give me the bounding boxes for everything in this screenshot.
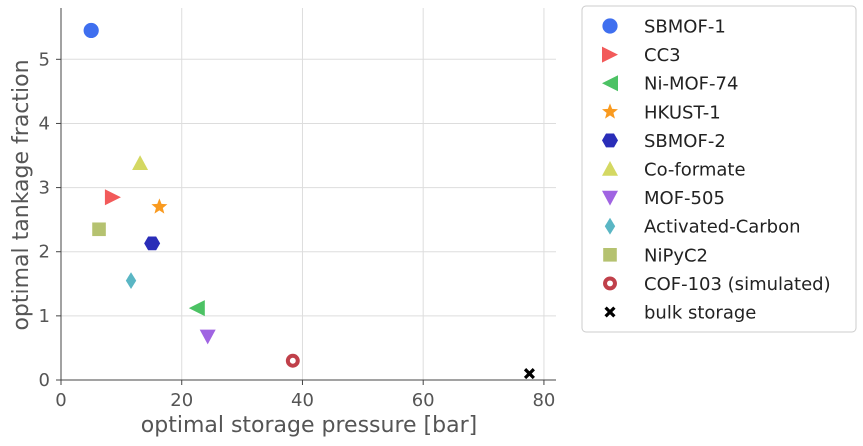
data-point-7	[125, 272, 137, 289]
y-tick-label: 3	[39, 178, 50, 199]
legend-label: MOF-505	[644, 188, 725, 209]
x-tick-label: 0	[55, 390, 66, 411]
legend-label: SBMOF-1	[644, 17, 726, 38]
x-tick-label: 40	[291, 390, 314, 411]
y-tick-label: 5	[39, 49, 50, 70]
data-point-9	[285, 353, 300, 368]
legend-label: NiPyC2	[644, 245, 708, 266]
legend-marker	[603, 276, 617, 291]
data-point-10	[523, 368, 535, 380]
y-tick-label: 4	[39, 113, 50, 134]
y-tick-label: 2	[39, 242, 50, 263]
legend-label: COF-103 (simulated)	[644, 274, 831, 295]
grid	[60, 8, 556, 381]
data-point-2	[188, 300, 205, 317]
legend-marker	[602, 161, 618, 176]
data-point-6	[199, 329, 216, 345]
x-axis-label: optimal storage pressure [bar]	[141, 413, 477, 438]
legend-marker	[604, 217, 616, 235]
legend-marker	[602, 46, 618, 63]
axes	[56, 8, 556, 385]
legend-label: bulk storage	[644, 303, 756, 324]
legend-marker	[603, 248, 617, 262]
x-tick-label: 60	[412, 390, 435, 411]
legend-label: Co-formate	[644, 160, 746, 181]
data-point-1	[104, 189, 121, 206]
data-point-3	[151, 198, 168, 214]
data-points	[83, 22, 535, 380]
x-tick-label: 20	[170, 390, 193, 411]
data-point-4	[144, 236, 161, 251]
legend-label: Activated-Carbon	[644, 217, 801, 238]
y-tick-label: 0	[39, 370, 50, 391]
tick-labels: 0 20 40 60 80 0 1 2 3 4 5	[39, 49, 556, 411]
legend-label: Ni-MOF-74	[644, 74, 738, 95]
data-point-5	[132, 155, 149, 171]
legend-marker	[602, 18, 618, 34]
legend-frame	[581, 5, 857, 333]
legend-marker	[602, 133, 618, 148]
y-axis-label: optimal tankage fraction	[9, 59, 34, 330]
legend-marker	[604, 306, 616, 318]
data-point-8	[92, 222, 106, 237]
legend-marker	[602, 75, 618, 92]
legend: SBMOF-1 CC3 Ni-MOF-74 HKUST-1 SBMOF-2 Co-form…	[581, 5, 857, 333]
x-tick-label: 80	[532, 390, 555, 411]
legend-marker	[602, 103, 618, 119]
legend-label: SBMOF-2	[644, 131, 726, 152]
legend-marker	[602, 190, 618, 206]
y-tick-label: 1	[39, 306, 50, 327]
legend-label: CC3	[644, 45, 681, 66]
legend-label: HKUST-1	[644, 102, 721, 123]
data-point-0	[83, 22, 99, 39]
